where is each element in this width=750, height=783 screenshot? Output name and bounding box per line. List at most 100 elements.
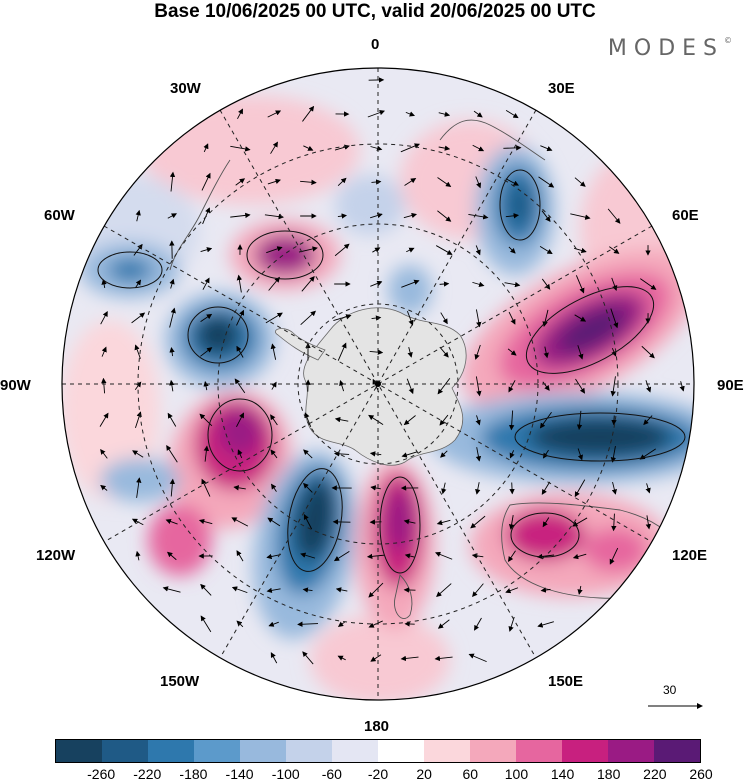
wind-vector-arrow — [266, 246, 283, 254]
wind-vector-arrow — [100, 448, 108, 459]
wind-vector-arrow — [503, 145, 522, 151]
wind-vector-arrow — [370, 654, 382, 662]
wind-vector-arrow — [201, 172, 211, 191]
colorbar-swatch — [424, 740, 470, 762]
colorbar-tick-label: 140 — [550, 766, 575, 782]
wind-vector-arrow — [610, 446, 617, 463]
wind-vector-arrow — [508, 410, 515, 431]
wind-vector-arrow — [235, 178, 246, 186]
wind-vector-arrow — [436, 519, 451, 526]
wind-vector-arrow — [132, 450, 144, 458]
wind-vector-arrow — [539, 246, 553, 255]
wind-vector-arrow — [302, 587, 313, 593]
wind-vector-arrow — [475, 376, 482, 397]
wind-vector-arrow — [434, 655, 453, 662]
wind-vector-arrow — [166, 444, 178, 463]
wind-vector-arrow — [268, 621, 279, 627]
wind-vector-arrow — [200, 247, 213, 253]
wind-vector-arrow — [441, 482, 447, 495]
wind-vector-arrow — [439, 346, 449, 358]
wind-vector-arrow — [162, 586, 181, 593]
wind-vector-arrow — [439, 414, 449, 426]
colorbar-tick-label: -20 — [367, 766, 389, 782]
wind-vector-arrow — [134, 344, 141, 359]
wind-vector-arrow — [99, 412, 109, 427]
wind-vector-arrow — [643, 415, 653, 426]
wind-vector-arrow — [641, 345, 655, 359]
colorbar — [55, 739, 701, 763]
wind-vector-arrow — [611, 415, 617, 426]
colorbar-swatch — [516, 740, 562, 762]
wind-vector-arrow — [505, 587, 519, 594]
wind-vector-arrow — [371, 315, 382, 321]
lon-label-90e: 90E — [717, 377, 744, 394]
lon-label-120e: 120E — [672, 547, 708, 564]
wind-vector-arrow — [303, 449, 313, 459]
lon-label-120w: 120W — [36, 547, 76, 564]
wind-vector-arrow — [472, 144, 485, 152]
wind-vector-arrow — [403, 415, 416, 426]
wind-vector-arrow — [266, 553, 281, 560]
wind-vector-arrow — [300, 179, 317, 185]
wind-vector-arrow — [169, 307, 176, 328]
wind-vector-arrow — [405, 111, 415, 117]
wind-vector-arrow — [271, 381, 277, 390]
wind-vector-arrow — [169, 171, 176, 192]
wind-vector-arrow — [201, 478, 211, 497]
wind-vector-arrow — [540, 145, 553, 152]
wind-vector-arrow — [507, 348, 517, 356]
wind-vector-arrow — [436, 583, 452, 598]
wind-vector-arrow — [475, 176, 482, 189]
wind-vector-arrow — [200, 583, 212, 596]
wind-vector-arrow — [541, 481, 551, 495]
wind-vector-arrow — [470, 515, 486, 529]
wind-vector-arrow — [541, 210, 551, 223]
wind-vector-arrow — [507, 550, 516, 562]
wind-vector-arrow — [101, 377, 107, 394]
wind-vector-arrow — [537, 621, 554, 628]
wind-vector-arrow — [640, 278, 657, 290]
lon-label-0: 0 — [371, 36, 380, 53]
map-boundary — [61, 67, 695, 701]
wind-vector-arrow — [303, 514, 313, 530]
wind-vector-arrow — [372, 247, 381, 253]
wind-vector-arrow — [645, 515, 652, 530]
wind-vector-arrow — [611, 277, 618, 291]
wind-vector-arrow — [400, 143, 420, 153]
wind-vector-arrow — [270, 449, 278, 459]
colorbar-tick-label: -100 — [271, 766, 300, 782]
wind-vector-arrow — [203, 380, 209, 391]
wind-vector-arrow — [202, 277, 210, 290]
wind-vector-arrow — [611, 347, 617, 357]
lon-label-150w: 150W — [160, 673, 200, 690]
wind-vector-arrow — [237, 108, 243, 120]
vector-scale-label: 30 — [663, 683, 677, 697]
graticule — [62, 68, 694, 700]
wind-vector-arrow — [577, 585, 583, 595]
wind-vector-arrow — [339, 379, 345, 392]
colorbar-swatch — [286, 740, 332, 762]
brand-mark: © — [724, 36, 732, 45]
wind-vector-arrow — [406, 310, 414, 326]
wind-vector-arrow — [230, 145, 251, 152]
wind-vector-arrow — [237, 449, 243, 459]
colorbar-swatch — [654, 740, 700, 762]
wind-vector-arrow — [368, 582, 384, 598]
lon-label-150e: 150E — [548, 673, 584, 690]
wind-vector-arrow — [572, 553, 587, 560]
wind-vector-arrow — [542, 449, 549, 459]
wind-vector-arrow — [337, 621, 346, 627]
colorbar-swatch — [56, 740, 102, 762]
wind-vector-arrow — [169, 379, 175, 392]
wind-vector-arrow — [404, 178, 417, 186]
wind-vector-arrow — [609, 246, 620, 254]
wind-vector-arrow — [334, 417, 349, 423]
wind-vector-arrow — [468, 653, 487, 663]
wind-vector-arrow — [401, 451, 418, 458]
wind-vector-arrow — [135, 209, 141, 222]
wind-vector-arrow — [437, 619, 450, 629]
wind-vector-arrow — [610, 376, 616, 397]
wind-vector-arrow — [136, 477, 142, 498]
wind-vector-arrow — [508, 380, 516, 393]
